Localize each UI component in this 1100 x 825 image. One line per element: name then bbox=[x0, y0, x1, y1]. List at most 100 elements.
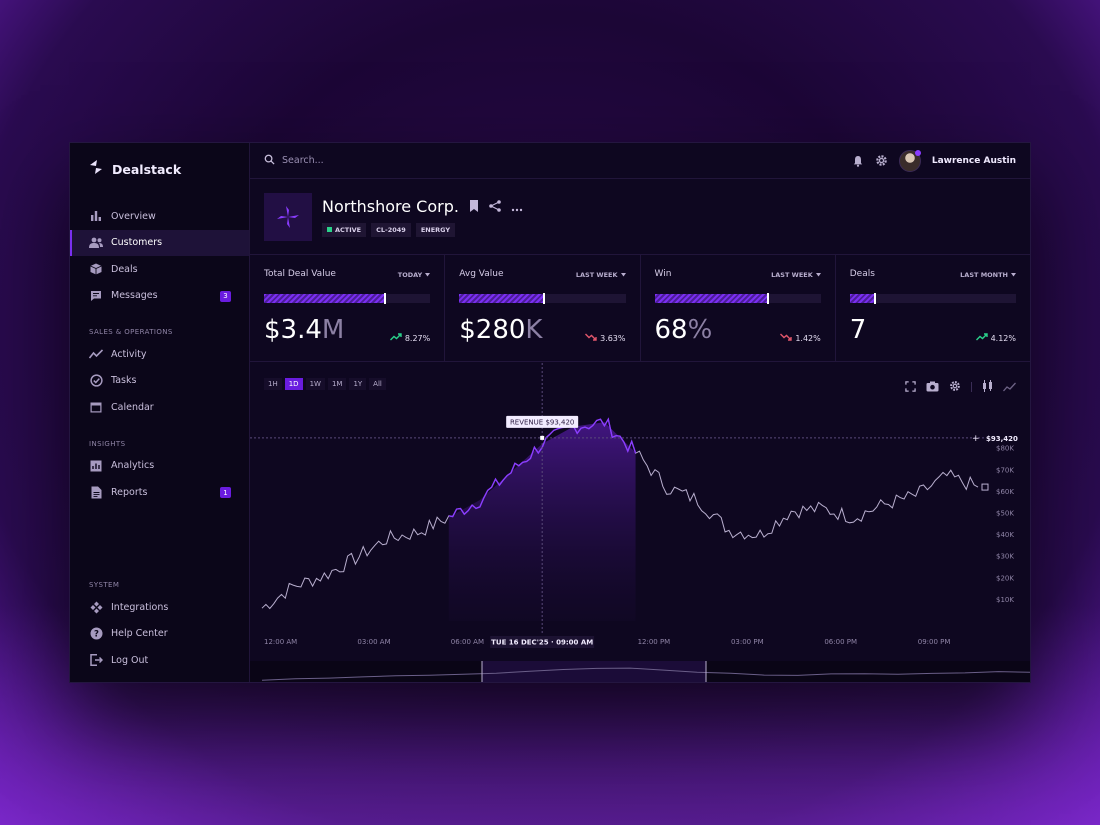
sidebar-item-customers[interactable]: Customers bbox=[70, 229, 249, 256]
y-tick-label: $40K bbox=[996, 531, 1014, 539]
chart-settings-icon[interactable] bbox=[949, 377, 961, 396]
sidebar-item-analytics[interactable]: Analytics bbox=[70, 453, 249, 480]
toolbar-divider bbox=[971, 381, 972, 392]
search-input[interactable]: Search... bbox=[282, 155, 324, 166]
section-label: INSIGHTS bbox=[89, 439, 126, 448]
kpi-card[interactable]: Win LAST WEEK 68% 1.42% bbox=[641, 255, 836, 361]
sidebar-item-reports[interactable]: Reports 1 bbox=[70, 479, 249, 506]
status-dot bbox=[327, 227, 332, 232]
main-content: Search... Lawrence Austin bbox=[250, 143, 1030, 682]
bookmark-icon[interactable] bbox=[469, 197, 479, 216]
sidebar-item-deals[interactable]: Deals bbox=[70, 256, 249, 283]
candlestick-icon[interactable] bbox=[982, 377, 993, 396]
trend-up-icon bbox=[975, 333, 988, 343]
search-icon bbox=[264, 154, 275, 168]
sidebar-item-label: Activity bbox=[111, 348, 147, 360]
period-dropdown[interactable]: LAST MONTH bbox=[960, 271, 1016, 279]
kpi-card[interactable]: Avg Value LAST WEEK $280K 3.63% bbox=[445, 255, 641, 361]
kpi-change: 8.27% bbox=[389, 333, 430, 343]
chart-panel: 1H 1D 1W 1M 1Y All REVENUE $93,420 + $93,420 $80… bbox=[250, 363, 1030, 682]
kpi-card[interactable]: Total Deal Value TODAY $3.4M 8.27% bbox=[250, 255, 446, 361]
kpi-value: $280K bbox=[459, 315, 625, 345]
crosshair-value-text: $93,420 bbox=[986, 435, 1018, 443]
sidebar-item-label: Calendar bbox=[111, 401, 154, 413]
gear-icon[interactable] bbox=[875, 152, 888, 171]
sidebar-item-integrations[interactable]: Integrations bbox=[70, 594, 249, 621]
bell-icon[interactable] bbox=[852, 152, 864, 171]
more-icon[interactable] bbox=[511, 197, 523, 216]
sidebar-item-label: Help Center bbox=[111, 628, 168, 640]
x-tick-label: 12:00 AM bbox=[264, 638, 297, 646]
period-dropdown[interactable]: LAST WEEK bbox=[576, 271, 626, 279]
revenue-chart[interactable]: REVENUE $93,420 + $93,420 $80K $70K $60K $50K $… bbox=[250, 363, 1031, 683]
company-logo bbox=[264, 192, 312, 241]
trend-up-icon bbox=[389, 333, 402, 343]
kpi-number: $280 bbox=[459, 315, 526, 345]
share-icon[interactable] bbox=[489, 197, 501, 216]
crosshair-point bbox=[540, 435, 545, 440]
y-tick-label: $10K bbox=[996, 596, 1014, 604]
range-tab-1w[interactable]: 1W bbox=[305, 378, 325, 390]
kpi-number: $3.4 bbox=[264, 315, 322, 345]
sidebar-item-tasks[interactable]: Tasks bbox=[70, 368, 249, 395]
highlight-area bbox=[448, 422, 636, 621]
sidebar-item-messages[interactable]: Messages 3 bbox=[70, 283, 249, 310]
crosshair-time: TUE 16 DEC'25 · 09:00 AM bbox=[490, 636, 595, 648]
caret-down-icon bbox=[425, 271, 431, 279]
period-dropdown[interactable]: TODAY bbox=[398, 271, 431, 279]
progress-fill bbox=[849, 294, 875, 303]
period-label: LAST MONTH bbox=[960, 271, 1008, 279]
id-badge: CL-2049 bbox=[371, 222, 411, 237]
progress-fill bbox=[459, 294, 545, 303]
company-name: Northshore Corp. bbox=[322, 196, 459, 216]
period-label: LAST WEEK bbox=[771, 271, 813, 279]
company-tags: ACTIVE CL-2049 ENERGY bbox=[322, 222, 523, 237]
line-chart-icon[interactable] bbox=[1003, 377, 1016, 396]
crosshair-value: + $93,420 bbox=[972, 434, 1018, 444]
crosshair-time-text: TUE 16 DEC'25 · 09:00 AM bbox=[491, 639, 593, 647]
dealstack-logo-icon bbox=[88, 159, 104, 179]
search-box[interactable]: Search... bbox=[264, 154, 324, 168]
sidebar-item-log-out[interactable]: Log Out bbox=[70, 647, 249, 674]
range-tab-1m[interactable]: 1M bbox=[327, 378, 347, 390]
camera-icon[interactable] bbox=[926, 377, 939, 396]
sidebar-item-label: Log Out bbox=[111, 654, 149, 666]
progress-marker bbox=[384, 293, 387, 304]
svg-text:?: ? bbox=[94, 630, 99, 640]
avatar[interactable] bbox=[898, 150, 921, 172]
range-tab-1h[interactable]: 1H bbox=[264, 378, 282, 390]
plus-icon[interactable]: + bbox=[972, 434, 980, 444]
progress-bar bbox=[654, 293, 821, 304]
count-badge: 1 bbox=[220, 487, 231, 498]
range-tab-1d[interactable]: 1D bbox=[284, 378, 303, 390]
document-icon bbox=[89, 485, 103, 499]
section-label: SYSTEM bbox=[89, 581, 120, 589]
sidebar-item-help-center[interactable]: ? Help Center bbox=[70, 621, 249, 648]
sidebar-item-label: Messages bbox=[111, 290, 158, 302]
range-tab-1y[interactable]: 1Y bbox=[349, 378, 367, 390]
y-tick-label: $20K bbox=[996, 574, 1014, 582]
sidebar-item-label: Analytics bbox=[111, 460, 155, 472]
fullscreen-icon[interactable] bbox=[905, 377, 916, 396]
logout-icon bbox=[89, 653, 103, 667]
x-tick-label: 06:00 PM bbox=[824, 638, 857, 646]
box-icon bbox=[89, 262, 103, 276]
user-name[interactable]: Lawrence Austin bbox=[931, 156, 1016, 166]
sidebar-item-activity[interactable]: Activity bbox=[70, 341, 249, 368]
kpi-title: Deals bbox=[849, 269, 875, 279]
brand[interactable]: Dealstack bbox=[70, 143, 249, 195]
period-dropdown[interactable]: LAST WEEK bbox=[771, 271, 821, 279]
range-tab-all[interactable]: All bbox=[369, 378, 386, 390]
end-marker[interactable] bbox=[981, 483, 989, 491]
topbar: Search... Lawrence Austin bbox=[250, 143, 1030, 179]
sidebar-item-overview[interactable]: Overview bbox=[70, 203, 249, 230]
period-label: LAST WEEK bbox=[575, 271, 618, 279]
activity-icon bbox=[89, 347, 103, 361]
company-title-row: Northshore Corp. bbox=[322, 197, 523, 216]
sidebar-item-label: Integrations bbox=[111, 601, 169, 613]
help-icon: ? bbox=[89, 627, 103, 641]
kpi-card[interactable]: Deals LAST MONTH 7 4.12% bbox=[836, 255, 1030, 361]
navigator-window[interactable] bbox=[482, 661, 706, 683]
integrations-icon bbox=[89, 600, 103, 614]
sidebar-item-calendar[interactable]: Calendar bbox=[70, 394, 249, 421]
